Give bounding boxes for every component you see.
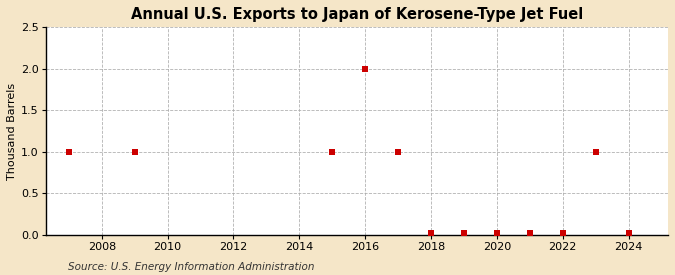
Title: Annual U.S. Exports to Japan of Kerosene-Type Jet Fuel: Annual U.S. Exports to Japan of Kerosene…: [131, 7, 583, 22]
Point: [360, 67, 371, 71]
Point: [393, 150, 404, 154]
Point: [623, 231, 634, 235]
Point: [491, 231, 502, 235]
Point: [130, 150, 140, 154]
Text: Source: U.S. Energy Information Administration: Source: U.S. Energy Information Administ…: [68, 262, 314, 272]
Point: [327, 150, 338, 154]
Point: [63, 150, 74, 154]
Point: [590, 150, 601, 154]
Point: [426, 231, 437, 235]
Point: [458, 231, 469, 235]
Point: [558, 231, 568, 235]
Point: [524, 231, 535, 235]
Y-axis label: Thousand Barrels: Thousand Barrels: [7, 82, 17, 180]
